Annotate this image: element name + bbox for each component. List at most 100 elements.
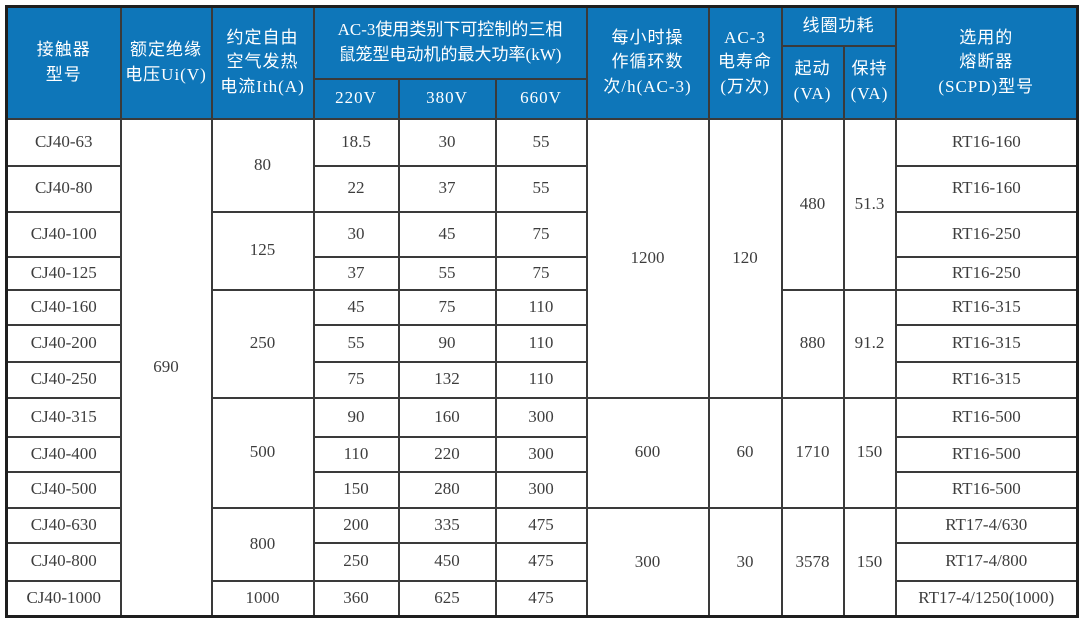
cell-kw-380v: 37 xyxy=(397,164,497,213)
cell-coil-hold-91-2: 91.2 xyxy=(842,288,897,399)
cell-fuse: RT17-4/630 xyxy=(894,506,1079,544)
table-row: CJ40-800 250 450 475 RT17-4/800 xyxy=(5,541,1079,582)
header-row-3: 220V 380V 660V xyxy=(7,77,1078,120)
cell-fuse: RT16-315 xyxy=(894,360,1079,399)
header-220v: 220V xyxy=(312,77,400,120)
cell-life-60: 60 xyxy=(707,396,783,509)
contactor-spec-table: 接触器 型号 额定绝缘 电压Ui(V) 约定自由 空气发热 电流Ith(A) A… xyxy=(5,5,1080,618)
table-row: CJ40-630 800 200 335 475 300 30 3578 150… xyxy=(5,506,1079,618)
header-rated-insulation-voltage: 额定绝缘 电压Ui(V) xyxy=(119,5,213,120)
cell-model: CJ40-100 xyxy=(5,210,122,258)
cell-coil-hold-150b: 150 xyxy=(842,506,897,618)
cell-kw-660v: 300 xyxy=(494,470,588,509)
cell-model: CJ40-63 xyxy=(5,117,122,167)
cell-ith-250: 250 xyxy=(210,288,315,399)
cell-fuse: RT17-4/800 xyxy=(894,541,1079,582)
cell-coil-hold-51-3: 51.3 xyxy=(842,117,897,291)
table-row: CJ40-200 55 90 110 RT16-315 xyxy=(5,323,1079,363)
cell-kw-660v: 55 xyxy=(494,164,588,213)
cell-kw-380v: 30 xyxy=(397,117,497,167)
cell-coil-start-480: 480 xyxy=(780,117,845,291)
cell-kw-220v: 18.5 xyxy=(312,117,400,167)
cell-kw-220v: 55 xyxy=(312,323,400,363)
header-coil-start-va: 起动 (VA) xyxy=(780,44,845,120)
header-coil-hold-va: 保持 (VA) xyxy=(842,44,897,120)
cell-kw-660v: 55 xyxy=(494,117,588,167)
cell-kw-660v: 110 xyxy=(494,288,588,326)
cell-ith-1000: 1000 xyxy=(210,579,315,618)
cell-fuse: RT16-160 xyxy=(894,164,1079,213)
table-row: CJ40-500 150 280 300 RT16-500 xyxy=(5,470,1079,509)
cell-kw-660v: 300 xyxy=(494,435,588,473)
cell-model: CJ40-500 xyxy=(5,470,122,509)
cell-model: CJ40-400 xyxy=(5,435,122,473)
cell-kw-380v: 55 xyxy=(397,255,497,291)
cell-kw-220v: 75 xyxy=(312,360,400,399)
header-row-1: 接触器 型号 额定绝缘 电压Ui(V) 约定自由 空气发热 电流Ith(A) A… xyxy=(5,5,1079,120)
cell-coil-hold-150: 150 xyxy=(842,396,897,509)
cell-kw-380v: 335 xyxy=(397,506,497,544)
cell-fuse: RT16-315 xyxy=(894,288,1079,326)
cell-model: CJ40-1000 xyxy=(5,579,122,618)
cell-coil-start-880: 880 xyxy=(780,288,845,399)
cell-fuse: RT16-250 xyxy=(894,255,1079,291)
cell-kw-220v: 90 xyxy=(312,396,400,438)
cell-model: CJ40-800 xyxy=(5,541,122,582)
cell-ith-80: 80 xyxy=(210,117,315,213)
cell-model: CJ40-125 xyxy=(5,255,122,291)
cell-kw-220v: 37 xyxy=(312,255,400,291)
cell-fuse: RT17-4/1250(1000) xyxy=(894,579,1079,618)
cell-fuse: RT16-250 xyxy=(894,210,1079,258)
cell-coil-start-1710: 1710 xyxy=(780,396,845,509)
cell-model: CJ40-250 xyxy=(5,360,122,399)
cell-kw-220v: 360 xyxy=(312,579,400,618)
cell-kw-660v: 300 xyxy=(494,396,588,438)
cell-kw-660v: 75 xyxy=(494,255,588,291)
cell-kw-380v: 280 xyxy=(397,470,497,509)
cell-ith-500: 500 xyxy=(210,396,315,509)
table-row: CJ40-80 22 37 55 RT16-160 xyxy=(5,164,1079,213)
cell-model: CJ40-200 xyxy=(5,323,122,363)
cell-model: CJ40-630 xyxy=(5,506,122,544)
cell-kw-660v: 475 xyxy=(494,579,588,618)
cell-kw-380v: 220 xyxy=(397,435,497,473)
header-coil-power-group: 线圈功耗 xyxy=(780,5,897,47)
cell-kw-380v: 90 xyxy=(397,323,497,363)
header-ac3-max-power-group: AC-3使用类别下可控制的三相 鼠笼型电动机的最大功率(kW) xyxy=(312,5,588,80)
cell-fuse: RT16-500 xyxy=(894,396,1079,438)
cell-kw-380v: 45 xyxy=(397,210,497,258)
cell-kw-220v: 45 xyxy=(312,288,400,326)
header-380v: 380V xyxy=(397,77,497,120)
header-contactor-model: 接触器 型号 xyxy=(5,5,122,120)
header-conventional-thermal-current: 约定自由 空气发热 电流Ith(A) xyxy=(210,5,315,120)
table-row: CJ40-125 37 55 75 RT16-250 xyxy=(5,255,1079,291)
cell-kw-380v: 625 xyxy=(397,579,497,618)
cell-fuse: RT16-315 xyxy=(894,323,1079,363)
cell-cycles-600: 600 xyxy=(585,396,710,509)
cell-kw-660v: 75 xyxy=(494,210,588,258)
cell-kw-220v: 110 xyxy=(312,435,400,473)
cell-fuse: RT16-500 xyxy=(894,470,1079,509)
cell-kw-660v: 475 xyxy=(494,506,588,544)
cell-kw-220v: 30 xyxy=(312,210,400,258)
cell-kw-660v: 110 xyxy=(494,360,588,399)
cell-life-120: 120 xyxy=(707,117,783,399)
cell-fuse: RT16-500 xyxy=(894,435,1079,473)
cell-kw-220v: 250 xyxy=(312,541,400,582)
cell-cycles-1200: 1200 xyxy=(585,117,710,399)
cell-kw-220v: 200 xyxy=(312,506,400,544)
header-fuse-scpd: 选用的 熔断器 (SCPD)型号 xyxy=(894,5,1079,120)
cell-kw-660v: 475 xyxy=(494,541,588,582)
table-row: CJ40-63 690 80 18.5 30 55 1200 120 480 5… xyxy=(5,117,1079,618)
cell-kw-380v: 132 xyxy=(397,360,497,399)
cell-ith-125: 125 xyxy=(210,210,315,291)
header-operating-cycles: 每小时操 作循环数 次/h(AC-3) xyxy=(585,5,710,120)
cell-kw-220v: 22 xyxy=(312,164,400,213)
cell-kw-660v: 110 xyxy=(494,323,588,363)
cell-model: CJ40-80 xyxy=(5,164,122,213)
header-660v: 660V xyxy=(494,77,588,120)
cell-coil-start-3578: 3578 xyxy=(780,506,845,618)
cell-kw-380v: 160 xyxy=(397,396,497,438)
table-row: CJ40-400 110 220 300 RT16-500 xyxy=(5,435,1079,473)
